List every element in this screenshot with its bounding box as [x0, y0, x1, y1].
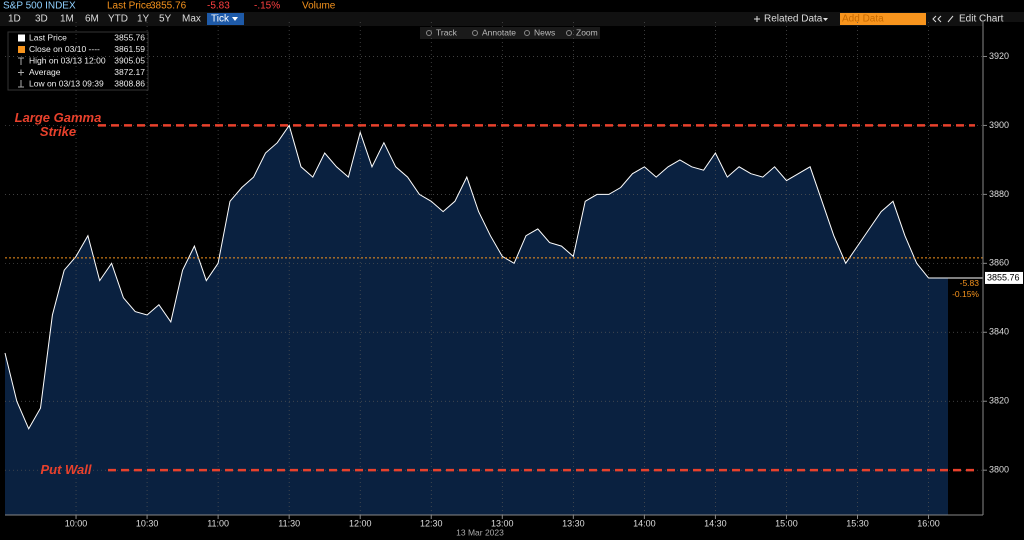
change-pct: -.15% — [254, 1, 280, 12]
security-name: S&P 500 INDEX — [3, 1, 76, 12]
add-data[interactable]: Add Data — [842, 14, 884, 25]
range-button[interactable]: 1Y — [137, 14, 150, 25]
last-price: 3855.76 — [150, 1, 187, 12]
tool-icon — [472, 30, 478, 36]
legend-value: 3905.05 — [114, 55, 145, 65]
volume-label: Volume — [302, 1, 336, 12]
price-line — [4, 124, 929, 430]
legend-swatch — [18, 46, 25, 53]
x-axis-label: 13 Mar 2023 — [456, 527, 504, 537]
x-tick-label: 16:00 — [917, 518, 940, 528]
tool-icon — [566, 30, 572, 36]
tick-button[interactable] — [207, 13, 244, 25]
y-tick-label: 3900 — [989, 120, 1009, 130]
legend-swatch — [18, 34, 25, 42]
chart-tool[interactable]: Annotate — [482, 27, 516, 37]
y-tick-label: 3800 — [989, 465, 1009, 475]
tool-icon — [524, 30, 530, 36]
legend-label: High on 03/13 12:00 — [29, 55, 106, 65]
legend-label: Low on 03/13 09:39 — [29, 78, 104, 88]
range-button[interactable]: 1D — [8, 14, 21, 25]
y-tick-label: 3880 — [989, 189, 1009, 199]
dropdown-icon — [232, 17, 238, 21]
tool-icon — [426, 30, 432, 36]
x-tick-label: 10:30 — [136, 518, 159, 528]
y-tick-label: 3920 — [989, 51, 1009, 61]
y-tick-label: 3860 — [989, 258, 1009, 268]
plus-icon — [754, 16, 760, 22]
x-tick-label: 15:30 — [846, 518, 869, 528]
change-pct-marker: -0.15% — [952, 289, 979, 299]
chart-tool[interactable]: Track — [436, 27, 458, 37]
annotation-label: Put Wall — [40, 462, 92, 478]
dropdown-icon — [823, 18, 828, 21]
legend-symbol — [18, 69, 24, 76]
x-tick-label: 10:00 — [65, 518, 88, 528]
legend-value: 3808.86 — [114, 78, 145, 88]
range-button[interactable]: 1M — [60, 14, 74, 25]
x-tick-label: 13:30 — [562, 518, 585, 528]
annotation-label: Large Gamma Strike — [14, 110, 102, 140]
tick-button-label[interactable]: Tick — [211, 14, 230, 25]
edit-icons — [932, 15, 954, 23]
x-tick-label: 14:30 — [704, 518, 727, 528]
annotation-box: Put Wall — [40, 462, 92, 478]
legend-label: Close on 03/10 ---- — [29, 44, 100, 54]
legend-label: Average — [29, 67, 61, 77]
range-button[interactable]: YTD — [108, 14, 128, 25]
related-data[interactable]: Related Data — [764, 14, 823, 25]
legend-label: Last Price — [29, 32, 67, 42]
x-tick-label: 12:00 — [349, 518, 372, 528]
range-button[interactable]: 5Y — [159, 14, 172, 25]
x-tick-label: 15:00 — [775, 518, 798, 528]
y-tick-label: 3820 — [989, 396, 1009, 406]
chart-tool[interactable]: Zoom — [576, 27, 598, 37]
change: -5.83 — [207, 1, 230, 12]
legend-box — [7, 31, 149, 91]
chart-tools-bar — [420, 27, 600, 39]
range-button[interactable]: Max — [182, 14, 201, 25]
legend-value: 3861.59 — [114, 44, 145, 54]
toolbar-bar — [0, 12, 1024, 26]
edit-chart[interactable]: Edit Chart — [959, 14, 1004, 25]
range-button[interactable]: 3D — [35, 14, 48, 25]
last-price-marker: 3855.76 — [987, 272, 1020, 282]
legend-symbol — [18, 80, 24, 88]
range-button[interactable]: 6M — [85, 14, 99, 25]
x-tick-label: 14:00 — [633, 518, 656, 528]
last-price-box — [985, 271, 1023, 284]
legend-symbol — [18, 57, 24, 65]
legend-value: 3855.76 — [114, 32, 145, 42]
y-axis-panel — [983, 22, 1024, 515]
chart-tool[interactable]: News — [534, 27, 555, 37]
x-tick-label: 11:30 — [278, 518, 300, 528]
legend-value: 3872.17 — [114, 67, 145, 77]
change-marker: -5.83 — [960, 278, 980, 288]
area — [5, 125, 948, 516]
x-tick-label: 12:30 — [420, 518, 443, 528]
annotation-box: Large Gamma Strike — [14, 110, 102, 140]
x-tick-label: 13:00 — [491, 518, 514, 528]
y-tick-label: 3840 — [989, 327, 1009, 337]
last-price-label: Last Price — [107, 1, 152, 12]
add-data-box[interactable] — [840, 13, 926, 25]
x-tick-label: 11:00 — [207, 518, 229, 528]
